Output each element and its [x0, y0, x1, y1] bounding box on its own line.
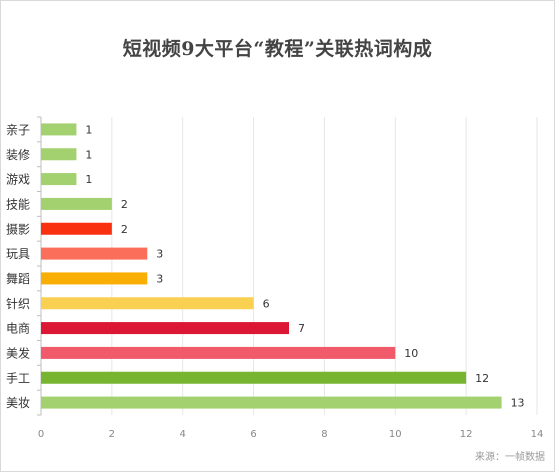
- bar: [41, 297, 254, 310]
- bar: [41, 148, 77, 161]
- category-label: 针织: [6, 296, 30, 311]
- bar: [41, 272, 148, 285]
- chart-title: 短视频9大平台“教程”关联热词构成: [122, 38, 433, 60]
- bar: [41, 197, 112, 210]
- category-label: 电商: [6, 321, 30, 336]
- bar: [41, 222, 112, 235]
- value-label: 10: [404, 347, 418, 360]
- value-label: 12: [475, 372, 489, 385]
- category-label: 摄影: [6, 221, 30, 236]
- category-label: 亲子: [6, 123, 30, 137]
- category-label: 游戏: [6, 173, 30, 187]
- category-label: 手工: [6, 371, 30, 385]
- bar: [41, 123, 77, 136]
- x-tick-label: 2: [109, 429, 115, 440]
- bar: [41, 322, 289, 335]
- category-label: 舞蹈: [6, 272, 30, 286]
- category-label: 美妆: [6, 396, 30, 410]
- value-label: 1: [85, 148, 92, 161]
- category-label: 美发: [6, 345, 30, 360]
- bar: [41, 396, 502, 409]
- value-label: 3: [156, 272, 163, 285]
- source-note: 来源：一帧数据: [475, 452, 545, 463]
- value-label: 2: [121, 198, 128, 211]
- x-tick-label: 6: [250, 429, 256, 440]
- value-label: 3: [156, 248, 163, 261]
- x-tick-label: 12: [460, 429, 473, 440]
- value-label: 1: [85, 173, 92, 186]
- value-label: 1: [85, 123, 92, 136]
- bar: [41, 247, 148, 260]
- value-label: 6: [263, 297, 270, 310]
- x-tick-label: 4: [180, 429, 186, 440]
- value-label: 13: [511, 397, 525, 410]
- x-tick-label: 10: [389, 429, 402, 440]
- x-tick-label: 14: [531, 429, 544, 440]
- x-tick-label: 0: [38, 429, 44, 440]
- bar: [41, 371, 467, 384]
- category-label: 装修: [6, 147, 30, 162]
- x-tick-label: 8: [321, 429, 327, 440]
- category-label: 玩具: [6, 247, 30, 261]
- value-label: 7: [298, 322, 305, 335]
- bar: [41, 173, 77, 186]
- bar: [41, 346, 396, 359]
- value-label: 2: [121, 223, 128, 236]
- category-label: 技能: [6, 197, 30, 211]
